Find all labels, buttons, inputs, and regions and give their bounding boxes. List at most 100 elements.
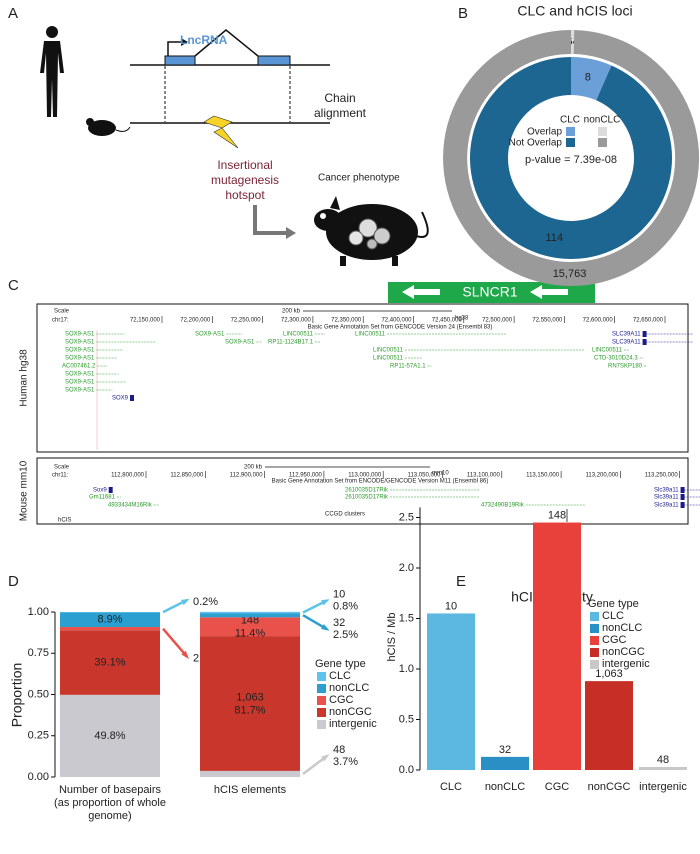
annotation: p-value = 7.39e-08 <box>525 154 617 166</box>
bar-segment <box>200 636 300 771</box>
legend-label: CGC <box>329 694 354 706</box>
x-tick-label: CLC <box>440 781 462 793</box>
mouse-track-box <box>36 457 689 525</box>
gene-label: LINC00511 <box>373 348 404 354</box>
value-label: 114 <box>545 232 563 244</box>
bar <box>481 756 529 770</box>
coord-label: 72,550,000 <box>532 318 563 324</box>
y-tick-label: 2.5 <box>399 511 414 523</box>
bar-segment <box>60 694 160 777</box>
banner <box>388 282 595 303</box>
hotspot-label: mutagenesis <box>211 173 279 187</box>
coord-label: 113,050,000 <box>408 473 442 479</box>
coord-label: 72,150,000 <box>130 318 161 324</box>
count-label: 32 <box>333 617 345 629</box>
panel-label: E <box>456 573 466 590</box>
legend-label: CLC <box>602 610 624 622</box>
legend-header: CLC <box>560 115 580 126</box>
scale-label: Scale <box>54 309 70 315</box>
y-tick-label: 0.25 <box>28 730 49 742</box>
bar-segment <box>60 630 160 695</box>
callout-head <box>181 598 190 606</box>
legend-swatch <box>566 138 575 147</box>
gene-label: RP11-57A1.1 <box>390 364 426 370</box>
legend-swatch <box>590 624 599 633</box>
value-label: 8.9% <box>97 614 122 626</box>
side-label: Human hg38 <box>19 349 30 407</box>
x-tick-label: CGC <box>545 781 570 793</box>
panel-a-art <box>40 26 429 266</box>
legend-swatch <box>317 696 326 705</box>
bar <box>585 681 633 770</box>
legend-swatch <box>590 648 599 657</box>
coord-label: 72,650,000 <box>633 318 664 324</box>
gene-exon <box>642 331 647 337</box>
coord-label: 112,900,000 <box>230 473 264 479</box>
coord-label: 113,200,000 <box>585 473 619 479</box>
track-title: Basic Gene Annotation Set from ENCODE/GE… <box>272 479 489 485</box>
gene-label: 4732490B19Rik <box>481 503 525 509</box>
gene-label: SOX9-AS1 <box>65 380 95 386</box>
legend-title: Gene type <box>588 598 639 610</box>
value-label: 0.2% <box>193 596 218 608</box>
gene-label: SOX9-AS1 <box>65 356 95 362</box>
gene-exon <box>680 487 685 493</box>
gene-exon <box>680 494 685 500</box>
legend-label: nonCLC <box>329 682 369 694</box>
value-label: 81.7% <box>234 704 265 716</box>
legend-swatch <box>590 636 599 645</box>
gene-label: LINC00511 <box>283 332 314 338</box>
coord-label: 72,350,000 <box>331 318 362 324</box>
coord-label: 72,450,000 <box>432 318 463 324</box>
value-label: 15,763 <box>553 268 587 280</box>
legend-header: nonCLC <box>584 115 621 126</box>
legend-swatch <box>317 672 326 681</box>
gene-label: 4933434M16Rik <box>108 503 153 509</box>
bar-segment <box>200 613 300 618</box>
coord-label: 112,800,000 <box>111 473 145 479</box>
y-tick-label: 1.00 <box>28 606 49 618</box>
callout-head <box>321 599 330 606</box>
legend-swatch <box>590 612 599 621</box>
count-label: 148 <box>241 615 259 627</box>
legend-swatch <box>598 127 607 136</box>
panel-label: D <box>8 573 19 590</box>
gene-exon <box>108 487 113 493</box>
gene-label: SOX9-AS1 <box>225 340 255 346</box>
gene-label: Gm11681 <box>89 495 116 501</box>
bar <box>427 613 475 770</box>
legend-swatch <box>317 708 326 717</box>
phenotype-label: Cancer phenotype <box>318 173 400 184</box>
legend-swatch <box>317 720 326 729</box>
gene-label: SOX9 <box>112 396 129 402</box>
count-label: 1,063 <box>595 668 623 680</box>
donut-segment <box>470 57 673 259</box>
y-tick-label: 2.0 <box>399 562 414 574</box>
x-tick-label: nonCLC <box>485 781 525 793</box>
coord-label: 112,850,000 <box>170 473 204 479</box>
legend-label: Not Overlap <box>509 138 563 149</box>
coord-label: 113,100,000 <box>467 473 501 479</box>
count-label: 10 <box>445 600 457 612</box>
count-label: 32 <box>499 744 511 756</box>
value-label: 39.1% <box>94 656 125 668</box>
legend-label: intergenic <box>329 718 377 730</box>
value-label: 0.8% <box>333 600 358 612</box>
coord-label: 113,150,000 <box>526 473 560 479</box>
track-title: Basic Gene Annotation Set from GENCODE V… <box>308 325 493 331</box>
count-label: 1,063 <box>236 691 264 703</box>
legend-swatch <box>566 127 575 136</box>
legend-label: CLC <box>329 670 351 682</box>
y-tick-label: 0.00 <box>28 771 49 783</box>
coord-label: 72,600,000 <box>583 318 614 324</box>
gene-label: SLC39A11 <box>612 332 641 338</box>
x-tick-label: hCIS elements <box>213 784 287 796</box>
legend-title: Gene type <box>315 658 366 670</box>
gene-label: LINC00511 <box>355 332 386 338</box>
gene-label: CTD-3010D24.3 <box>594 356 638 362</box>
gene-label: 2610035D17Rik <box>345 495 389 501</box>
panel-label: B <box>458 5 468 22</box>
coord-label: 113,000,000 <box>348 473 382 479</box>
gene-label: SOX9-AS1 <box>65 332 95 338</box>
bar-segment <box>200 617 300 637</box>
